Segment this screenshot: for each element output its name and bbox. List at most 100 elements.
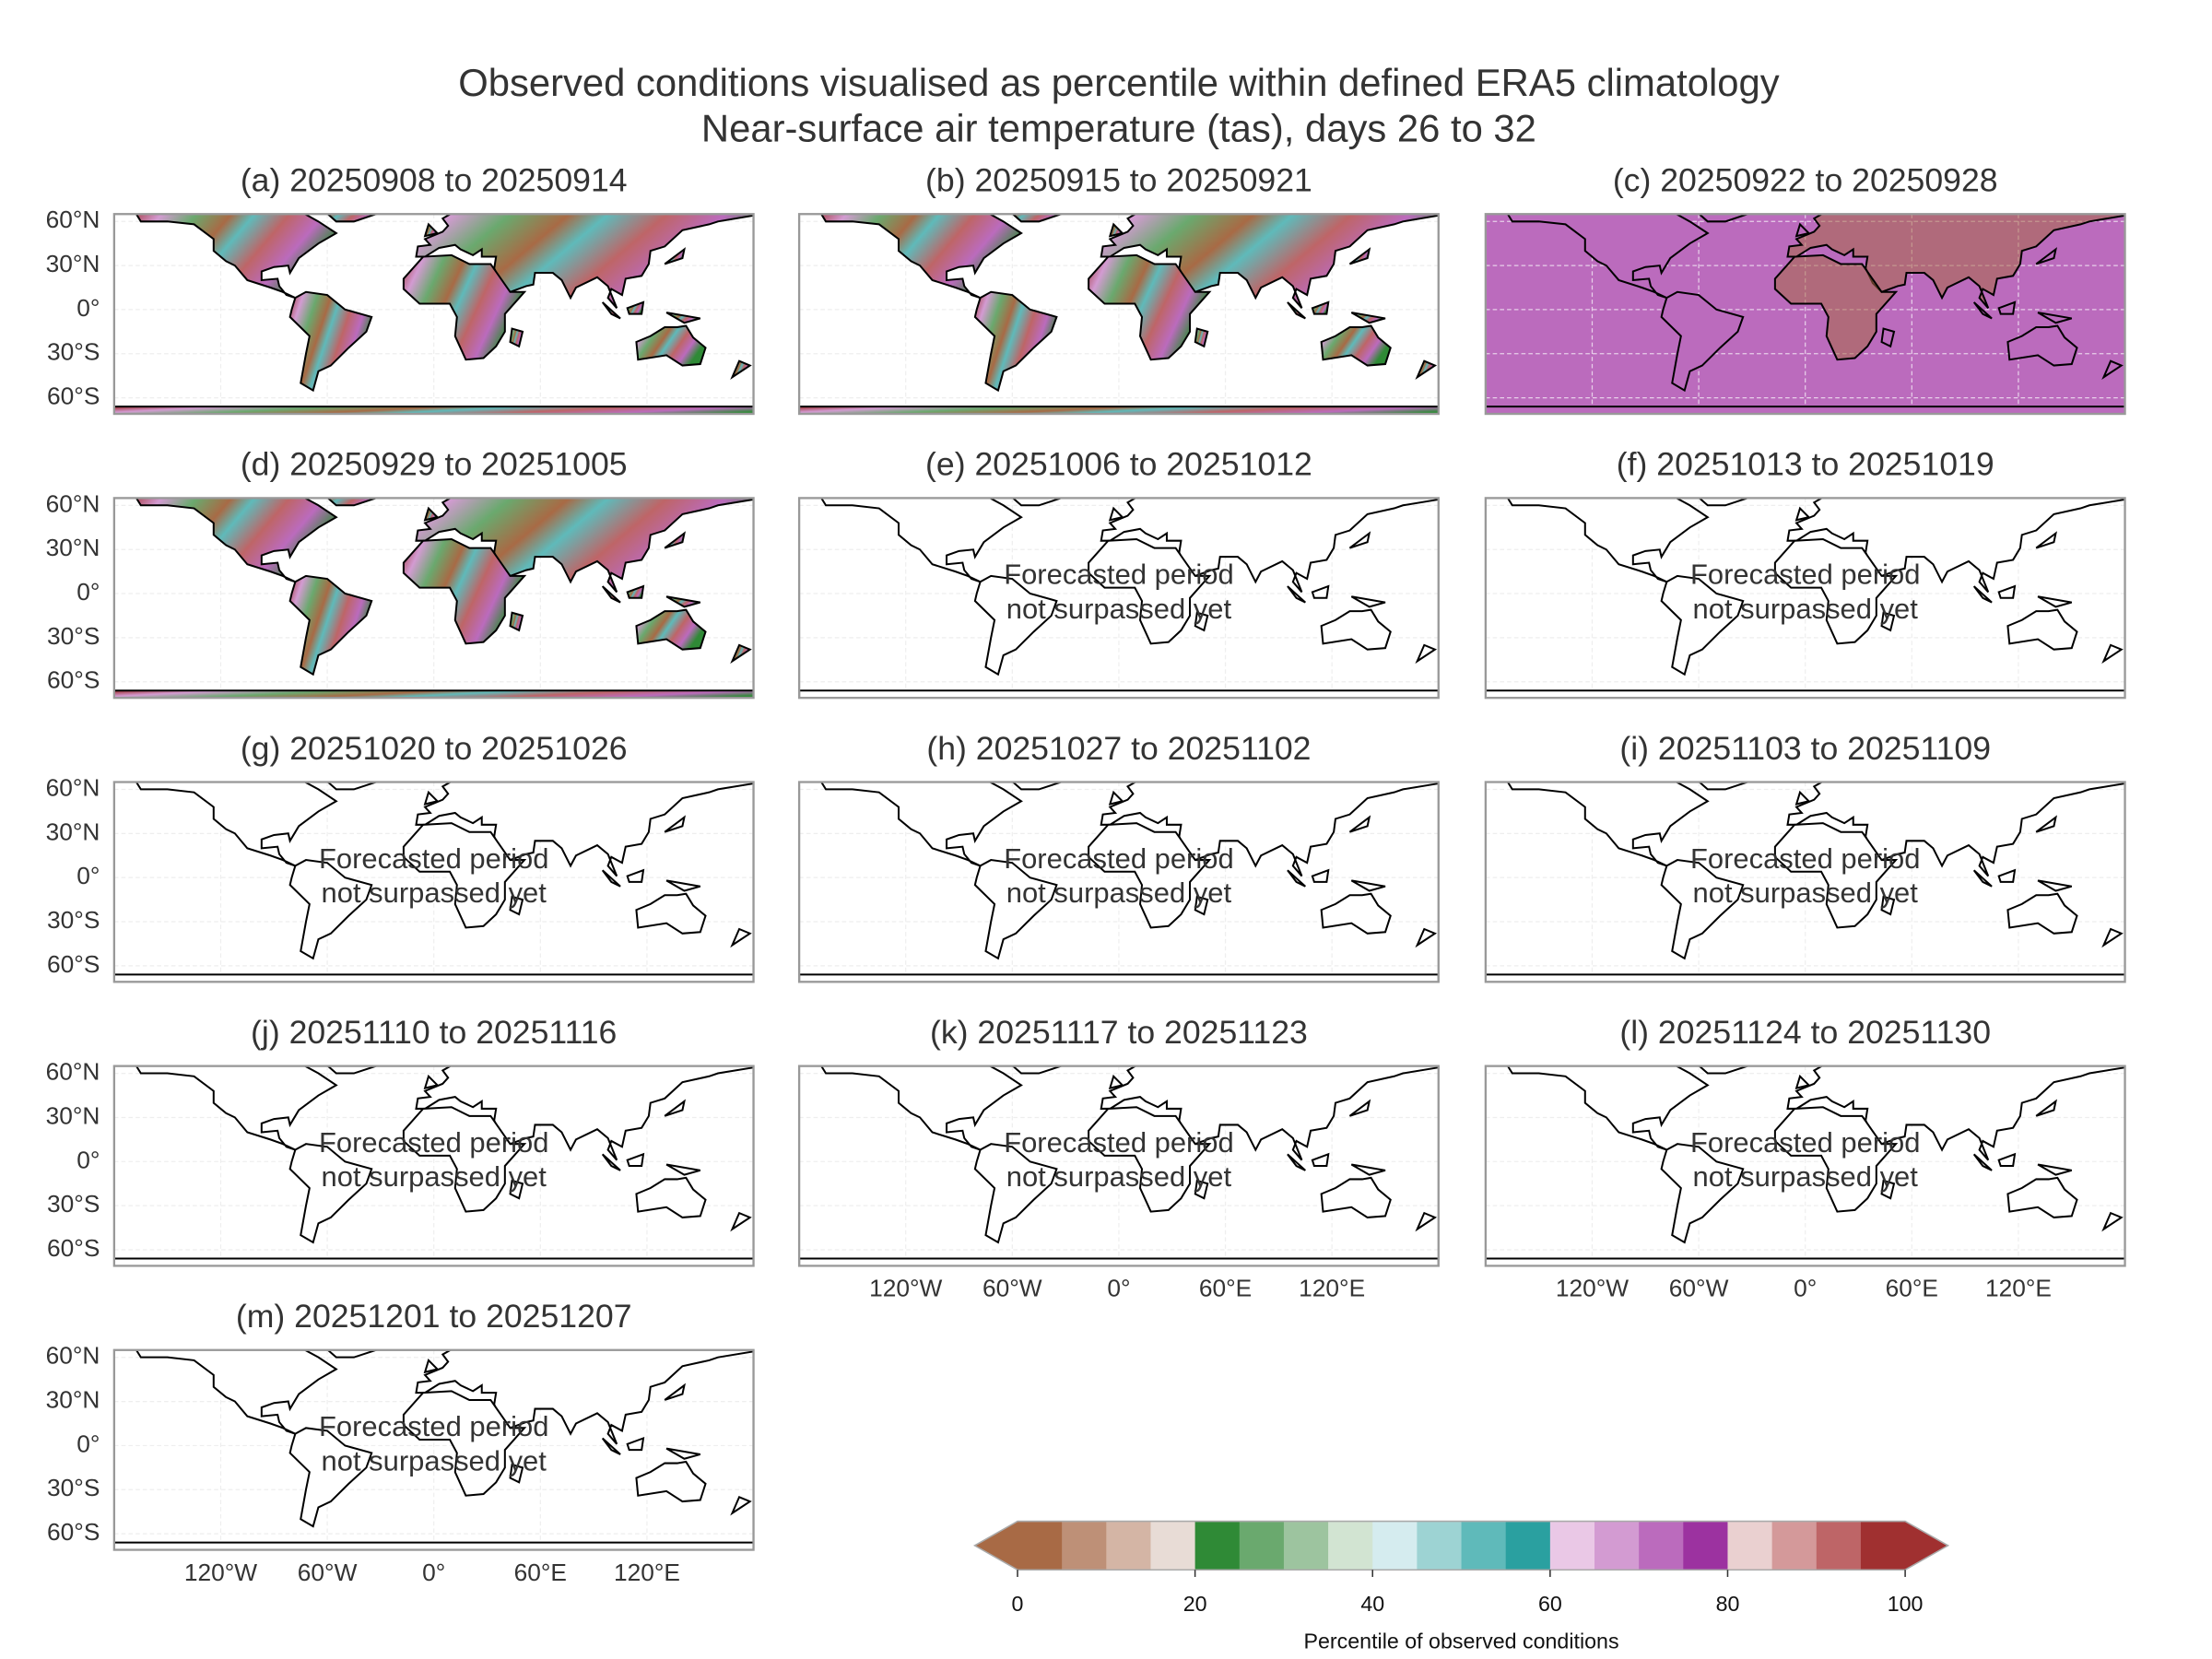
land [1773,537,1899,645]
land [1348,1099,1371,1117]
land [819,782,1023,867]
panel-frame [797,213,1440,416]
colorbar-segment [1683,1521,1729,1571]
land [1698,782,1751,791]
lat-label: 30°S [47,906,100,934]
colorbar-segment [1639,1521,1685,1571]
land [1794,506,1811,522]
panel-note: Forecasted period [319,1410,548,1442]
land [635,1176,707,1218]
lat-label: 60°N [46,773,100,801]
panel-frame [112,781,755,983]
land [635,608,707,651]
land [1485,973,2125,982]
land [1320,324,1392,367]
land [1088,822,1212,929]
land [601,1153,621,1171]
lat-label: 60°S [47,1518,100,1546]
land [601,869,621,888]
land [2035,247,2057,265]
land [1287,869,1306,888]
map [113,214,754,415]
land [1506,1065,1710,1151]
land [2006,324,2078,367]
land [819,1065,1023,1151]
land [1311,1152,1330,1168]
land [665,312,701,324]
lon-label: 60°W [298,1559,358,1586]
land [1100,498,1439,594]
panel-title: (a) 20250908 to 20250914 [241,162,628,199]
land [423,506,440,522]
land [2035,1099,2057,1117]
land [1786,782,2125,877]
land [664,1099,686,1117]
colorbar-segment [1062,1521,1108,1571]
land [1698,498,1751,507]
land [113,1257,754,1266]
land [1786,214,2125,309]
panel-title: (f) 20251013 to 20251019 [1617,446,1994,483]
land [135,1065,338,1151]
land [288,859,373,960]
panel-note: Forecasted period [1690,1126,1920,1159]
land [973,1143,1058,1244]
land [1972,869,1993,888]
land [1194,895,1209,916]
land [509,1463,524,1484]
lon-label: 120°E [614,1559,680,1586]
land [1773,822,1899,929]
land [1660,290,1745,393]
land [415,1349,754,1445]
land [1287,301,1306,320]
lat-label: 0° [76,578,100,606]
land [2101,643,2124,665]
lat-label: 30°S [47,1474,100,1501]
land [288,1143,373,1244]
land [423,790,440,806]
land [509,1179,524,1200]
panel-note: not surpassed yet [1693,1160,1919,1193]
land [1506,498,1710,583]
lon-label: 60°W [1669,1275,1729,1302]
panel-frame [112,1065,755,1267]
lat-label: 30°N [46,1386,100,1414]
land [635,324,707,367]
lon-label: 60°E [1199,1275,1252,1302]
land [626,1436,645,1452]
panel-frame [1484,781,2126,983]
map [1485,782,2125,982]
panel-frame [797,497,1440,700]
panel-frame [1484,1065,2126,1267]
land [730,359,752,380]
panel-title: (j) 20251110 to 20251116 [251,1014,617,1051]
land [1350,312,1386,324]
land [1997,300,2017,315]
land [664,247,686,265]
lat-label: 60°S [47,666,100,694]
lat-label: 60°N [46,1058,100,1086]
land [1997,868,2017,883]
land [1348,247,1371,265]
panel-frame [1484,213,2126,416]
land [730,643,752,665]
panel-note: Forecasted period [319,842,548,875]
land [402,1106,527,1213]
land [2035,815,2057,833]
land [135,1349,338,1435]
panel-frame [797,781,1440,983]
lat-label: 0° [76,1146,100,1173]
map [113,498,754,699]
land [1506,214,1710,300]
map [799,498,1439,699]
panel-title: (h) 20251027 to 20251102 [926,730,1311,767]
land [1972,1153,1993,1171]
land [665,1163,701,1176]
title-line: Near-surface air temperature (tas), days… [701,106,1536,149]
panel-title: (c) 20250922 to 20250928 [1613,162,1998,199]
map [113,1349,754,1550]
land [1100,214,1439,309]
panel-title: (d) 20250929 to 20251005 [241,446,628,483]
land [1320,608,1392,651]
colorbar-segment [1239,1521,1285,1571]
